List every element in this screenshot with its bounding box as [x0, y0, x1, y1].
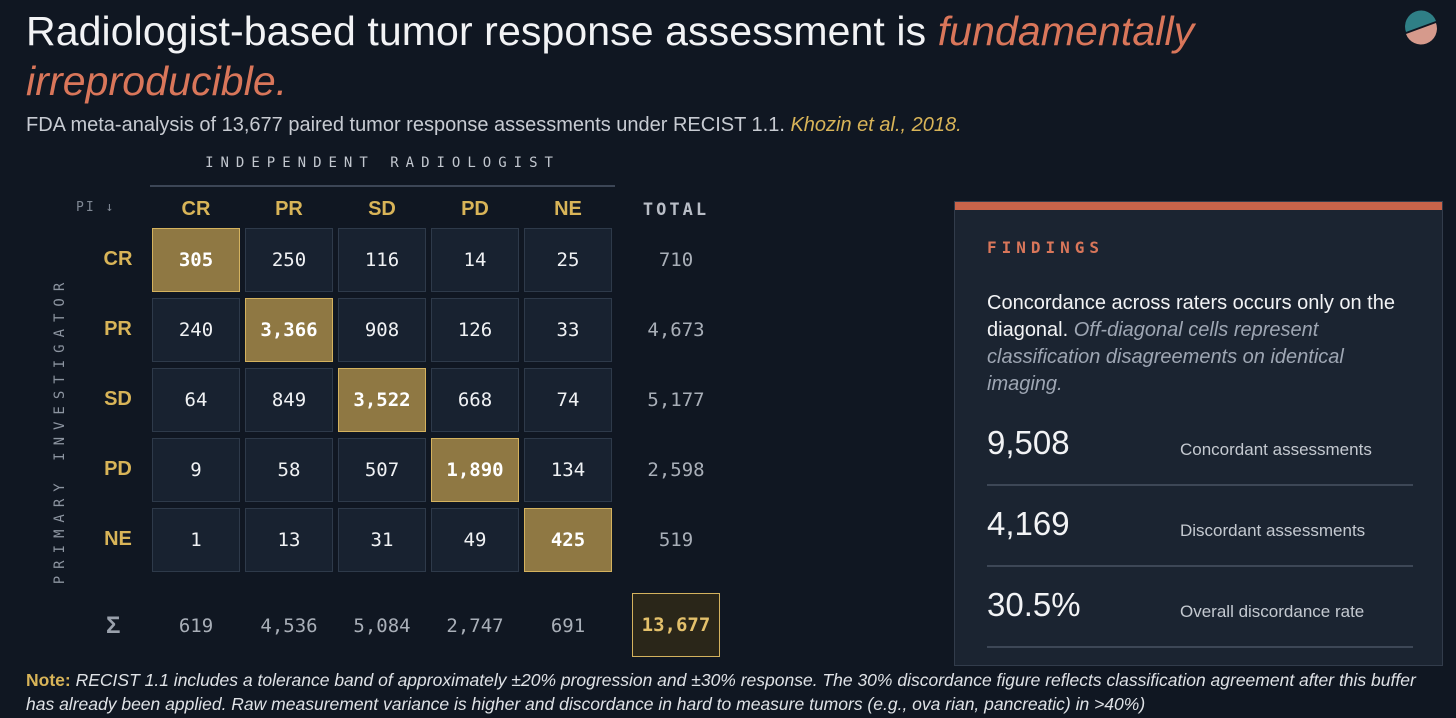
matrix-cell: 849 [245, 368, 333, 432]
matrix-cell-diagonal: 425 [524, 508, 612, 572]
footnote-text: RECIST 1.1 includes a tolerance band of … [26, 670, 1416, 714]
row-total: 519 [658, 529, 694, 551]
matrix-cell: 668 [431, 368, 519, 432]
matrix-cell: 134 [524, 438, 612, 502]
stat-concordant: 9,508 Concordant assessments [987, 424, 1413, 486]
findings-title: FINDINGS [987, 238, 1105, 257]
stat-value: 30.5% [987, 586, 1081, 623]
matrix-cell: 507 [338, 438, 426, 502]
matrix-cell-diagonal: 1,890 [431, 438, 519, 502]
row-group-label: PRIMARY INVESTIGATOR [52, 275, 68, 585]
findings-text-main: Concordance across raters occurs only on… [987, 292, 1395, 341]
title-accent: fundamentally irreproducible. [26, 8, 1195, 104]
column-total: 2,747 [446, 615, 504, 637]
subtitle-citation: Khozin et al., 2018. [790, 114, 962, 136]
row-header: PR [104, 318, 132, 340]
sum-symbol: Σ [106, 612, 121, 639]
grand-total: 13,677 [632, 593, 720, 657]
footnote: Note: RECIST 1.1 includes a tolerance ba… [26, 668, 1441, 716]
column-header: SD [368, 198, 396, 220]
column-header: PD [461, 198, 489, 220]
matrix-cell: 14 [431, 228, 519, 292]
column-total: 691 [550, 615, 586, 637]
split-circle-logo-icon [1405, 10, 1437, 45]
matrix-cell: 13 [245, 508, 333, 572]
column-group-label: INDEPENDENT RADIOLOGIST [205, 155, 560, 171]
subtitle-main: FDA meta-analysis of 13,677 paired tumor… [26, 114, 791, 136]
stat-discordant: 4,169 Discordant assessments [987, 505, 1413, 567]
stat-label: Concordant assessments [1180, 440, 1372, 459]
matrix-cell: 31 [338, 508, 426, 572]
stat-label: Discordant assessments [1180, 521, 1366, 540]
matrix-cell: 116 [338, 228, 426, 292]
matrix-cell: 1 [152, 508, 240, 572]
row-total: 2,598 [647, 459, 705, 481]
matrix-cell: 58 [245, 438, 333, 502]
stat-value: 4,169 [987, 505, 1070, 542]
column-total: 619 [178, 615, 214, 637]
column-group-rule [150, 185, 615, 187]
total-column-header: TOTAL [642, 200, 710, 220]
corner-label: PI ↓ [76, 200, 116, 215]
row-header: CR [103, 248, 133, 270]
matrix-cell: 240 [152, 298, 240, 362]
matrix-cell: 33 [524, 298, 612, 362]
matrix-cell: 74 [524, 368, 612, 432]
matrix-cell: 126 [431, 298, 519, 362]
matrix-cell-diagonal: 3,366 [245, 298, 333, 362]
findings-text-italic: Off-diagonal cells represent classificat… [987, 319, 1344, 395]
matrix-cell: 908 [338, 298, 426, 362]
column-total: 5,084 [353, 615, 411, 637]
stat-label: Overall discordance rate [1180, 602, 1365, 621]
row-total: 5,177 [647, 389, 705, 411]
row-header: NE [104, 528, 132, 550]
matrix-cell: 25 [524, 228, 612, 292]
column-total: 4,536 [260, 615, 318, 637]
matrix-cell-diagonal: 305 [152, 228, 240, 292]
matrix-cell: 49 [431, 508, 519, 572]
row-header: PD [104, 458, 132, 480]
column-header: PR [275, 198, 303, 220]
footnote-label: Note: [26, 670, 71, 690]
matrix-cell: 250 [245, 228, 333, 292]
findings-accent-bar [955, 202, 1442, 210]
column-header: CR [181, 198, 211, 220]
matrix-cell: 9 [152, 438, 240, 502]
stat-discordance-rate: 30.5% Overall discordance rate [987, 586, 1413, 648]
row-header: SD [104, 388, 132, 410]
row-total: 710 [658, 249, 694, 271]
stat-value: 9,508 [987, 424, 1070, 461]
row-total: 4,673 [647, 319, 705, 341]
title-main: Radiologist-based tumor response assessm… [26, 8, 938, 54]
findings-panel: FINDINGS Concordance across raters occur… [954, 201, 1443, 666]
matrix-cell: 64 [152, 368, 240, 432]
matrix-cell-diagonal: 3,522 [338, 368, 426, 432]
findings-text: Concordance across raters occurs only on… [987, 290, 1417, 398]
page-title: Radiologist-based tumor response assessm… [26, 6, 1356, 106]
column-header: NE [554, 198, 582, 220]
page-subtitle: FDA meta-analysis of 13,677 paired tumor… [26, 114, 962, 137]
